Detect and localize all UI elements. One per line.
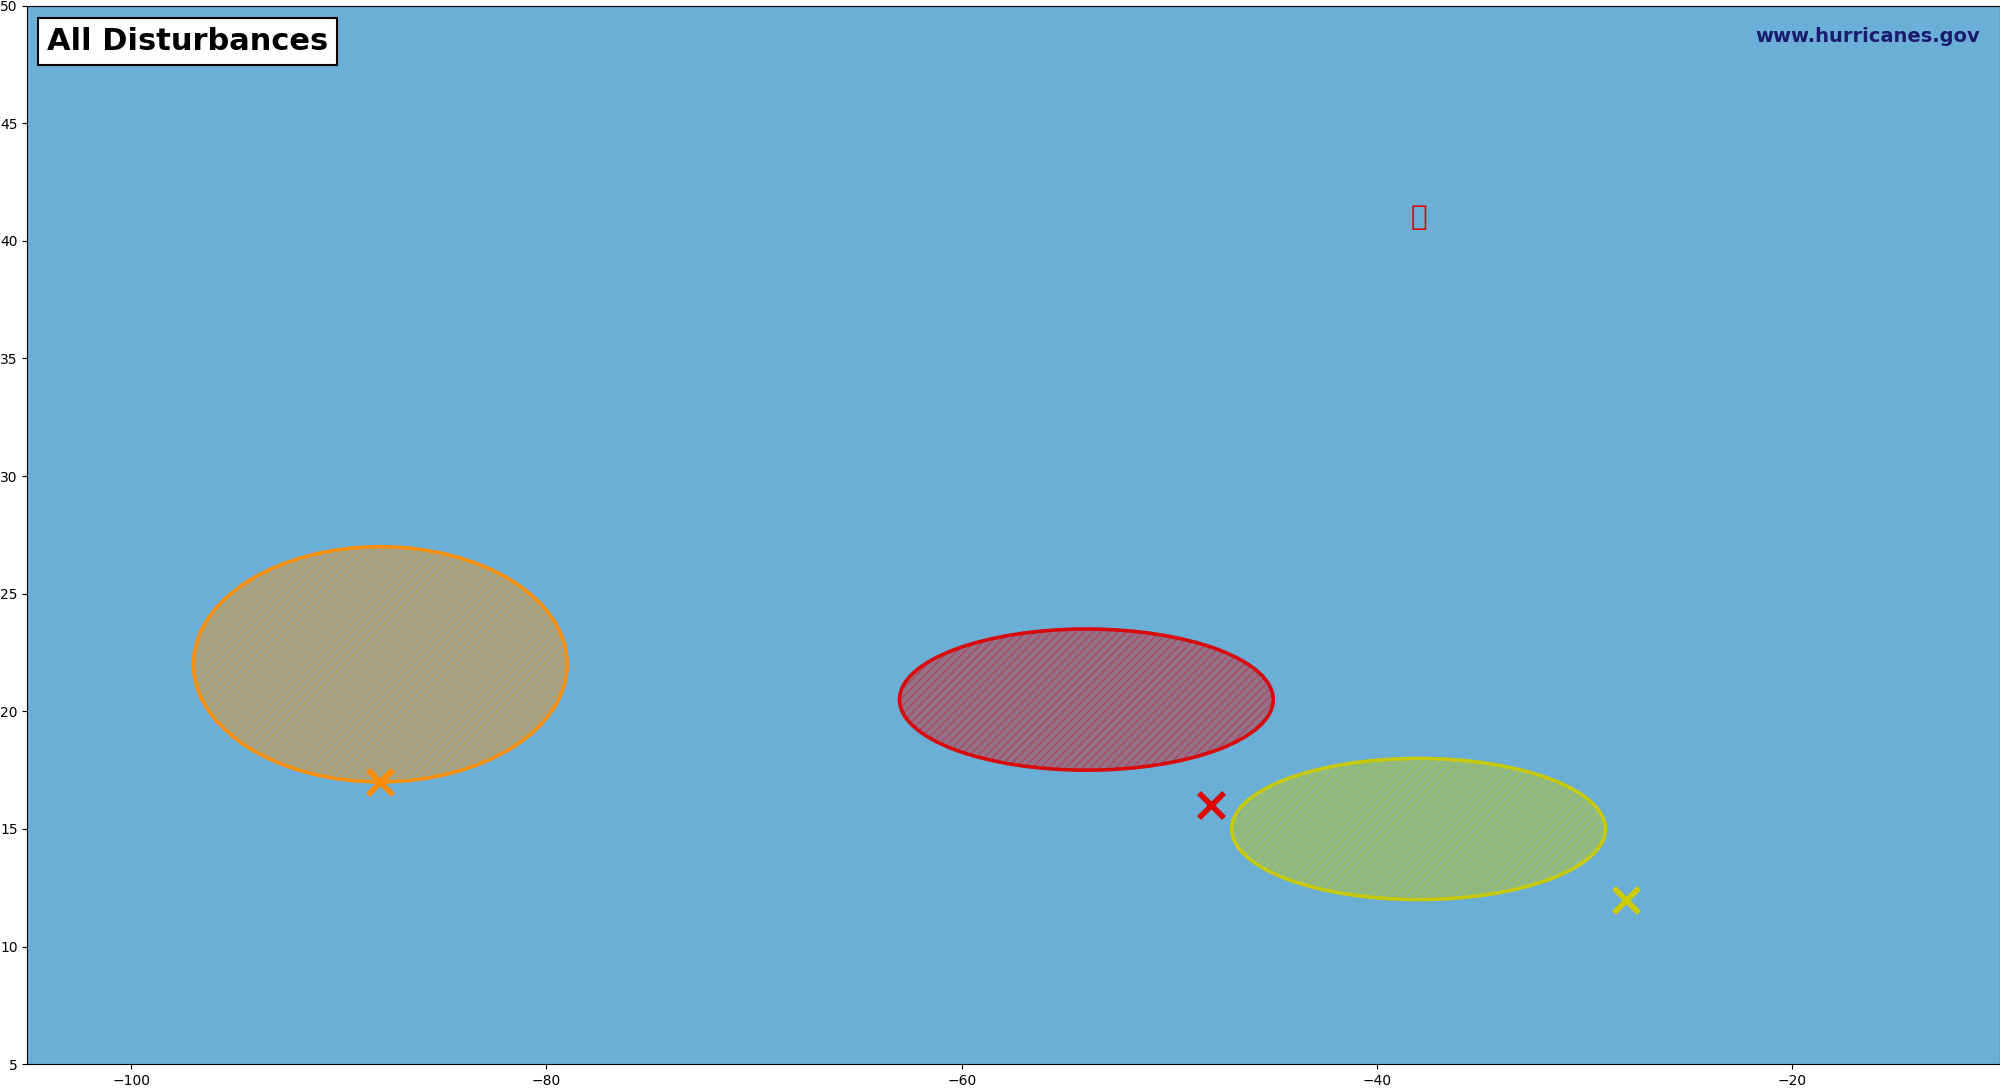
Ellipse shape <box>194 546 568 782</box>
Ellipse shape <box>1232 758 1606 900</box>
Ellipse shape <box>900 629 1274 770</box>
Text: 🌀: 🌀 <box>1410 203 1426 232</box>
Text: www.hurricanes.gov: www.hurricanes.gov <box>1756 27 1980 46</box>
Text: All Disturbances: All Disturbances <box>48 27 328 55</box>
